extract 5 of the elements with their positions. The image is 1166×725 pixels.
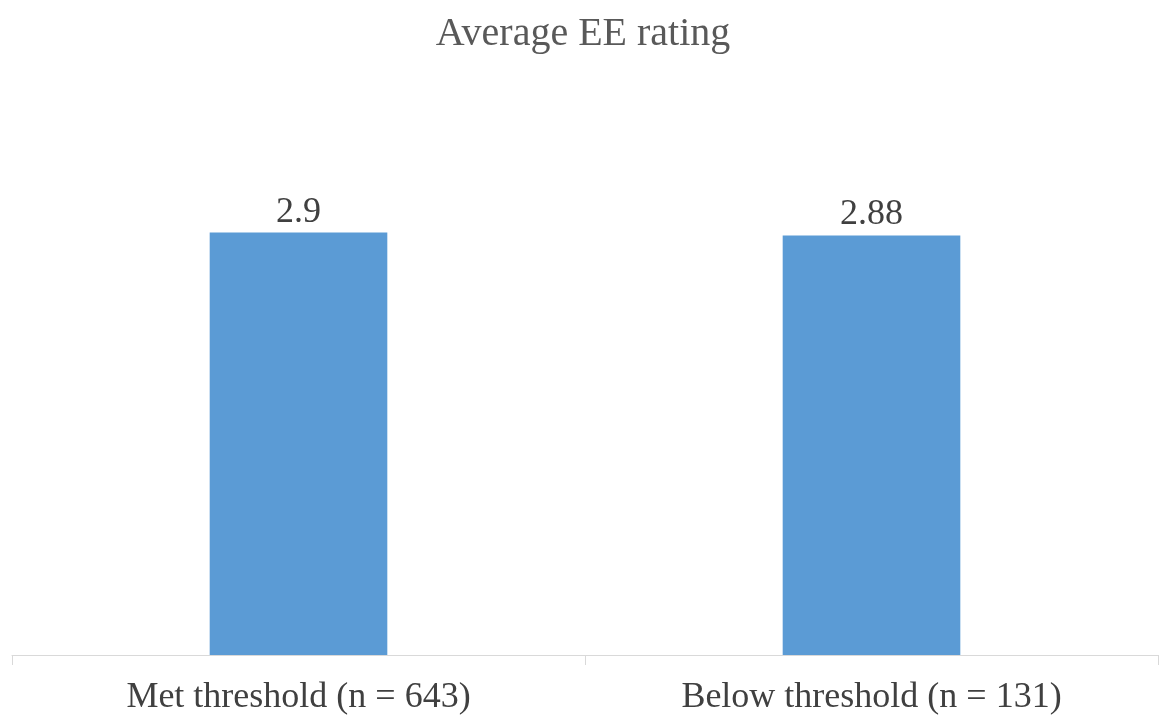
data-label: 2.9	[276, 189, 321, 230]
data-label: 2.88	[840, 192, 903, 233]
x-tick-label: Below threshold (n = 131)	[681, 675, 1062, 715]
x-tick-label: Met threshold (n = 643)	[126, 675, 471, 715]
chart-title: Average EE rating	[435, 8, 731, 54]
